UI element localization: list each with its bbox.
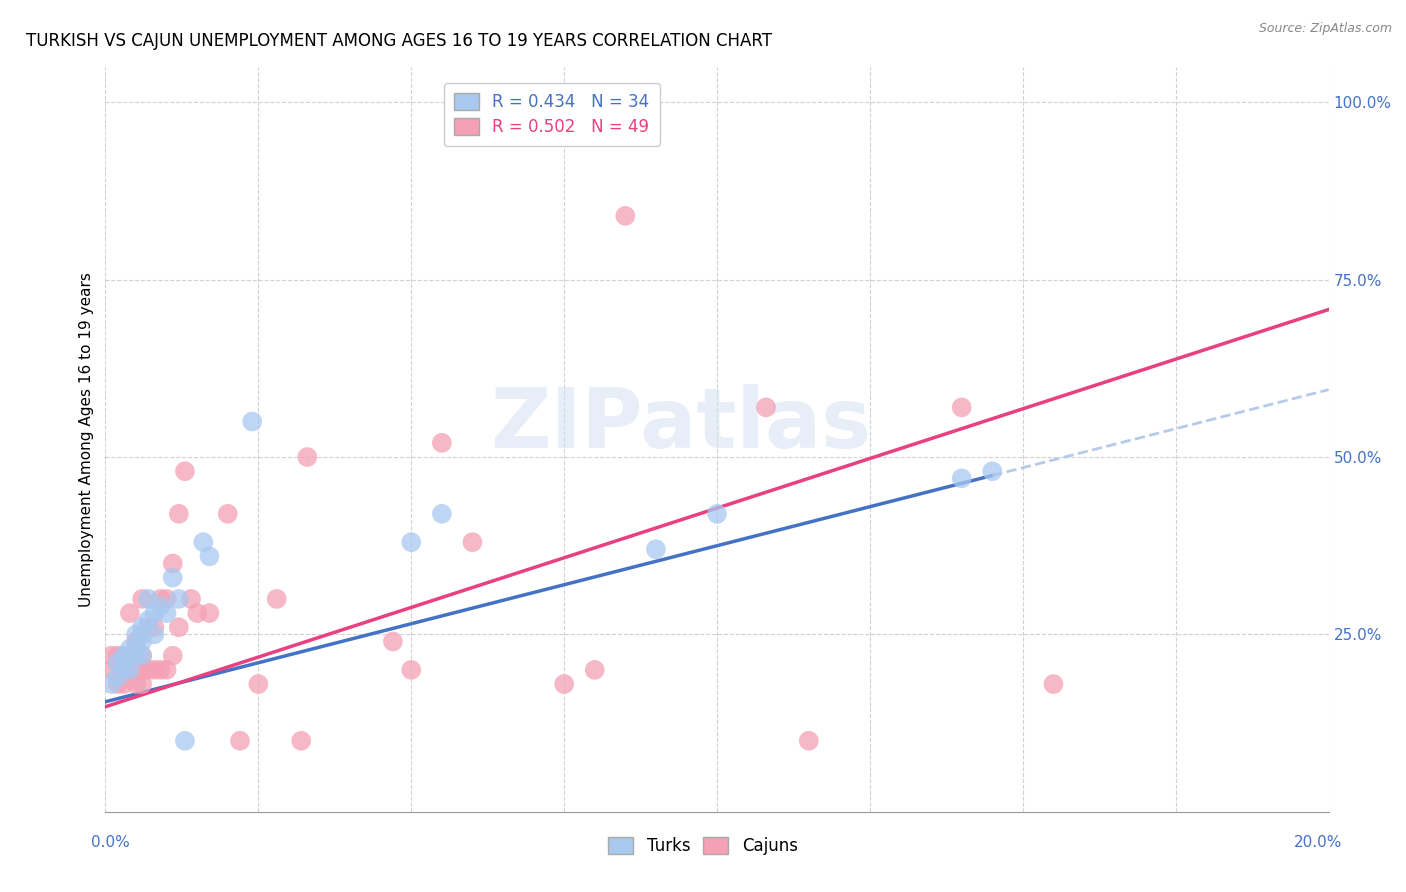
Text: 0.0%: 0.0% [91, 836, 131, 850]
Point [136, 613, 159, 627]
Point [143, 663, 166, 677]
Point [981, 464, 1004, 478]
Point [131, 677, 153, 691]
Point [162, 571, 184, 585]
Point [381, 634, 404, 648]
Point [136, 663, 159, 677]
Point [112, 677, 135, 691]
Point [107, 648, 129, 663]
Point [706, 507, 728, 521]
Point [118, 641, 141, 656]
Point [118, 648, 141, 663]
Point [247, 677, 270, 691]
Point [461, 535, 484, 549]
Point [118, 663, 141, 677]
Point [167, 507, 190, 521]
Point [167, 591, 190, 606]
Text: 20.0%: 20.0% [1295, 836, 1343, 850]
Point [180, 591, 202, 606]
Point [100, 648, 122, 663]
Point [229, 733, 252, 747]
Point [755, 401, 778, 415]
Point [112, 656, 135, 670]
Point [198, 606, 221, 620]
Point [125, 634, 148, 648]
Point [131, 627, 153, 641]
Text: TURKISH VS CAJUN UNEMPLOYMENT AMONG AGES 16 TO 19 YEARS CORRELATION CHART: TURKISH VS CAJUN UNEMPLOYMENT AMONG AGES… [25, 32, 772, 50]
Point [131, 591, 153, 606]
Point [100, 677, 122, 691]
Point [107, 677, 129, 691]
Point [399, 663, 422, 677]
Point [1042, 677, 1064, 691]
Point [430, 507, 453, 521]
Point [125, 627, 148, 641]
Point [266, 591, 288, 606]
Point [107, 656, 129, 670]
Point [125, 663, 148, 677]
Point [131, 663, 153, 677]
Point [614, 209, 637, 223]
Point [290, 733, 312, 747]
Point [125, 677, 148, 691]
Point [797, 733, 820, 747]
Point [297, 450, 319, 464]
Point [186, 606, 208, 620]
Point [118, 663, 141, 677]
Point [174, 733, 197, 747]
Point [143, 606, 166, 620]
Point [143, 620, 166, 634]
Point [399, 535, 422, 549]
Point [430, 435, 453, 450]
Point [217, 507, 239, 521]
Point [583, 663, 606, 677]
Point [950, 401, 973, 415]
Point [136, 620, 159, 634]
Point [644, 542, 666, 557]
Point [167, 620, 190, 634]
Point [131, 634, 153, 648]
Point [149, 591, 172, 606]
Point [131, 620, 153, 634]
Point [149, 663, 172, 677]
Point [131, 648, 153, 663]
Point [125, 641, 148, 656]
Point [193, 535, 215, 549]
Point [100, 663, 122, 677]
Point [112, 648, 135, 663]
Point [131, 648, 153, 663]
Point [553, 677, 575, 691]
Text: ZIPatlas: ZIPatlas [489, 384, 870, 465]
Point [155, 663, 177, 677]
Point [174, 464, 197, 478]
Point [112, 663, 135, 677]
Point [136, 591, 159, 606]
Text: Source: ZipAtlas.com: Source: ZipAtlas.com [1258, 22, 1392, 36]
Point [162, 557, 184, 571]
Point [950, 471, 973, 485]
Point [118, 606, 141, 620]
Point [107, 670, 129, 684]
Point [112, 663, 135, 677]
Point [155, 591, 177, 606]
Point [162, 648, 184, 663]
Point [125, 648, 148, 663]
Point [149, 599, 172, 613]
Point [198, 549, 221, 564]
Point [143, 627, 166, 641]
Point [240, 415, 263, 429]
Y-axis label: Unemployment Among Ages 16 to 19 years: Unemployment Among Ages 16 to 19 years [79, 272, 94, 607]
Legend: Turks, Cajuns: Turks, Cajuns [602, 830, 804, 862]
Legend: R = 0.434   N = 34, R = 0.502   N = 49: R = 0.434 N = 34, R = 0.502 N = 49 [444, 83, 659, 145]
Point [112, 648, 135, 663]
Point [155, 606, 177, 620]
